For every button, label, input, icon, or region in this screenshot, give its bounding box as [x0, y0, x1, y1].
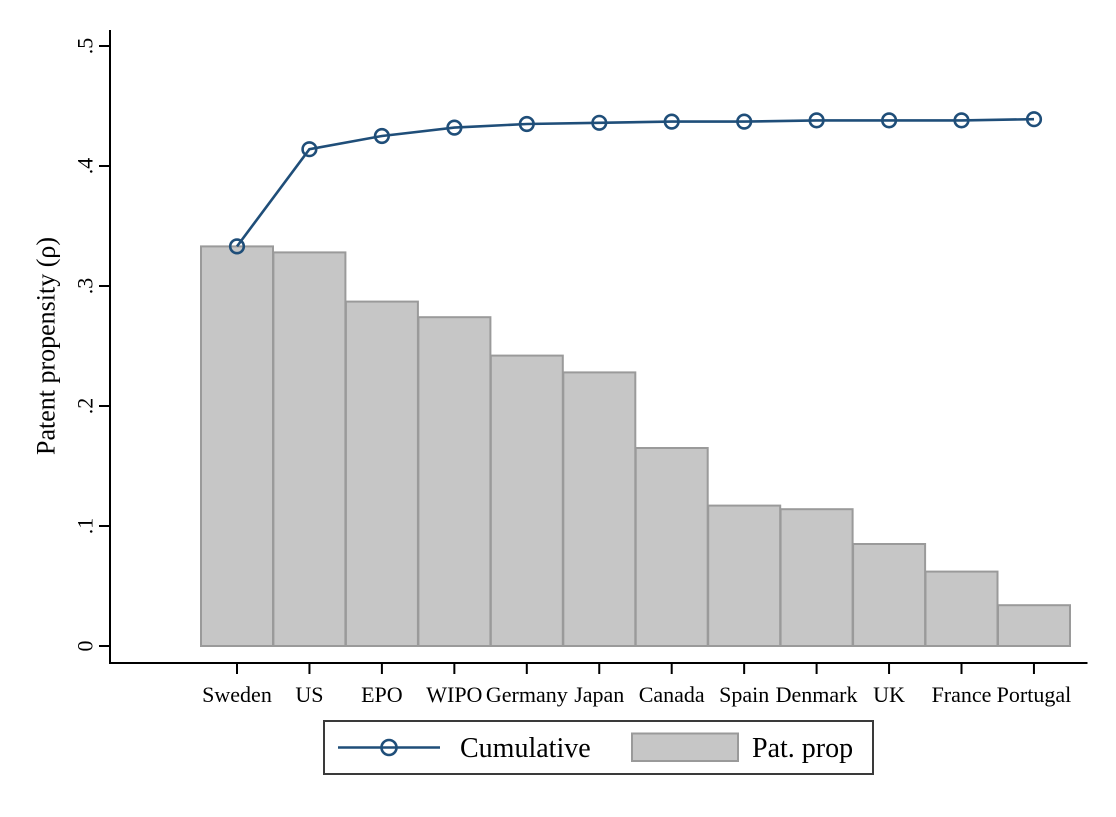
x-tick-label-uk: UK [873, 682, 905, 707]
cumulative-marker-japan [591, 114, 608, 131]
cumulative-line-series [228, 111, 1043, 255]
bar-france [924, 570, 999, 647]
bar-portugal [997, 604, 1071, 648]
y-tick-label: .4 [73, 158, 98, 175]
bar-germany [489, 354, 564, 647]
cumulative-marker-denmark [808, 112, 825, 129]
x-tick-label-germany: Germany [486, 682, 568, 707]
cumulative-marker-wipo [446, 119, 463, 136]
bar-uk [852, 543, 927, 647]
x-tick-label-canada: Canada [639, 682, 705, 707]
legend: Cumulative Pat. prop [323, 720, 874, 775]
x-tick-label-sweden: Sweden [202, 682, 272, 707]
bar-spain [707, 504, 782, 647]
bars-series-pat-prop [200, 245, 1071, 648]
bar-japan [562, 371, 637, 647]
cumulative-marker-uk [880, 112, 898, 129]
x-tick-label-japan: Japan [574, 682, 624, 707]
bar-us [272, 251, 347, 647]
legend-label-pat-prop: Pat. prop [752, 733, 853, 764]
cumulative-marker-spain [736, 113, 753, 130]
y-tick-label: .5 [73, 38, 98, 55]
bar-epo [344, 300, 419, 647]
cumulative-line [235, 117, 1035, 248]
cumulative-marker-epo [373, 127, 391, 145]
x-tick-label-us: US [295, 682, 323, 707]
x-tick-label-epo: EPO [361, 682, 403, 707]
x-tick-label-wipo: WIPO [426, 682, 482, 707]
legend-label-cumulative: Cumulative [460, 733, 591, 764]
y-tick-label: .3 [73, 278, 98, 295]
y-tick-label: .1 [73, 518, 98, 535]
bar-wipo [417, 316, 492, 647]
bar-denmark [779, 508, 854, 648]
cumulative-marker-germany [518, 115, 535, 133]
y-tick-label: .2 [73, 398, 98, 415]
cumulative-marker-canada [663, 113, 680, 130]
cumulative-marker-sweden [228, 238, 246, 255]
x-tick-label-france: France [932, 682, 992, 707]
x-tick-label-spain: Spain [719, 682, 769, 707]
cumulative-marker-portugal [1025, 111, 1043, 128]
cumulative-marker-us [301, 141, 318, 158]
legend-bar-swatch [631, 732, 739, 762]
x-tick-label-portugal: Portugal [997, 682, 1072, 707]
legend-circle-marker-icon [380, 738, 398, 757]
bar-sweden [200, 245, 274, 647]
y-axis-title: Patent propensity (ρ) [32, 237, 61, 455]
axes: 0 .1 .2 .3 .4 .5 Patent propensity (ρ) Sweden US… [32, 30, 1088, 707]
bar-canada [634, 447, 709, 647]
x-tick-label-denmark: Denmark [776, 682, 858, 707]
y-tick-label: 0 [73, 641, 98, 652]
cumulative-marker-france [953, 112, 970, 129]
